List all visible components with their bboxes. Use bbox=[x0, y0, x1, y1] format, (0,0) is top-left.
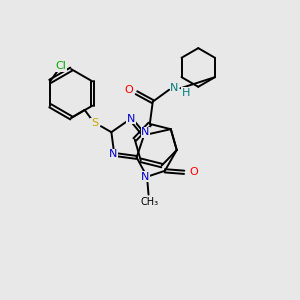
Text: N: N bbox=[141, 172, 150, 182]
Text: N: N bbox=[127, 114, 135, 124]
Text: O: O bbox=[124, 85, 134, 95]
Text: N: N bbox=[109, 149, 117, 160]
Text: CH₃: CH₃ bbox=[141, 197, 159, 207]
Text: Cl: Cl bbox=[56, 61, 67, 71]
Text: O: O bbox=[189, 167, 198, 177]
Text: N: N bbox=[141, 127, 150, 137]
Text: N: N bbox=[170, 83, 179, 93]
Text: H: H bbox=[182, 88, 190, 98]
Text: S: S bbox=[91, 118, 98, 128]
